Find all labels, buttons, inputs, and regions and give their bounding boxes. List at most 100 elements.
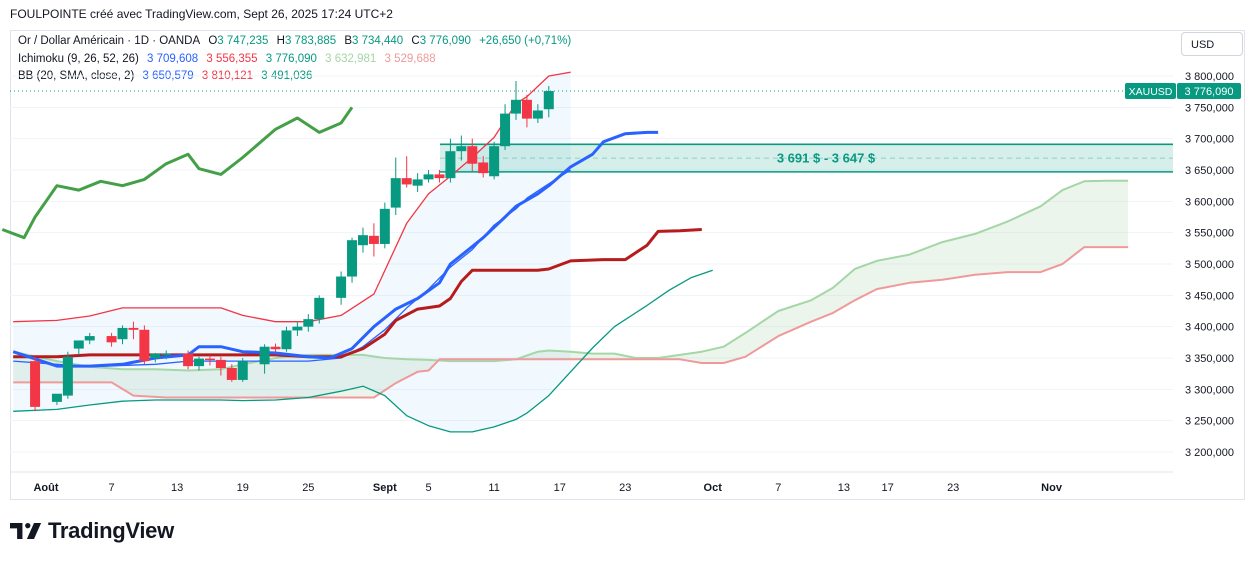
candle-body — [139, 329, 150, 362]
ichimoku-tenkan-value: 3 709,608 — [147, 53, 199, 65]
x-tick-label: 7 — [775, 482, 781, 494]
ichimoku-spana-value: 3 632,981 — [325, 53, 377, 65]
candle-body — [347, 240, 358, 277]
candle-body — [259, 346, 270, 365]
candle-body — [150, 353, 161, 358]
candle — [532, 104, 543, 123]
candle — [270, 343, 281, 353]
last-price-tag — [1177, 82, 1241, 99]
candle-body — [412, 179, 423, 186]
candle-body — [379, 208, 390, 244]
candle — [139, 325, 150, 365]
candle-body — [336, 276, 347, 298]
candle-body — [489, 146, 500, 177]
candle — [106, 332, 117, 347]
candle-body — [128, 327, 139, 330]
legend-low: B3 734,440 — [344, 35, 403, 47]
candle — [336, 271, 347, 305]
candle-body — [106, 336, 117, 343]
symbol-tag-label: XAUUSD — [1129, 86, 1173, 98]
candle-body — [314, 297, 325, 320]
candle — [445, 138, 456, 183]
candle — [368, 223, 379, 257]
ichimoku-label[interactable]: Ichimoku (9, 26, 52, 26) — [18, 53, 139, 65]
legend-low-value: 3 734,440 — [352, 35, 404, 47]
bollinger-upper — [13, 71, 571, 323]
candle-body — [303, 319, 314, 327]
x-tick-label: 13 — [171, 482, 183, 494]
x-tick-label: 17 — [554, 482, 566, 494]
candle-body — [204, 358, 215, 361]
ichimoku-kijun-value: 3 556,355 — [206, 53, 258, 65]
candle-body — [292, 326, 303, 331]
candle-body — [368, 235, 379, 244]
ichimoku-chikou-value: 3 776,090 — [265, 53, 317, 65]
bollinger-fill — [13, 72, 571, 432]
legend-high: H3 783,885 — [277, 35, 336, 47]
candle — [292, 322, 303, 337]
candle-body — [237, 361, 248, 380]
x-tick-label: 7 — [109, 482, 115, 494]
legend-high-label: H — [276, 35, 285, 47]
candle — [150, 352, 161, 363]
x-tick-label: 23 — [619, 482, 631, 494]
candle-body — [532, 110, 543, 119]
candle — [62, 351, 73, 399]
y-tick-label: 3 700,000 — [1185, 134, 1234, 146]
candle-body — [390, 178, 401, 208]
candle — [434, 170, 445, 183]
support-zone-label: 3 691 $ - 3 647 $ — [777, 151, 876, 166]
candle-body — [73, 340, 84, 349]
legend-ichimoku: Ichimoku (9, 26, 52, 26) 3 709,608 3 556… — [18, 53, 441, 65]
candle — [161, 350, 172, 360]
y-tick-label: 3 200,000 — [1185, 447, 1234, 459]
candle — [357, 227, 368, 253]
ichimoku-tenkan — [12, 130, 659, 368]
candle — [73, 340, 84, 355]
y-tick-label: 3 550,000 — [1185, 228, 1234, 240]
candle-body — [194, 358, 205, 367]
x-tick-label: 25 — [302, 482, 314, 494]
candle — [215, 356, 226, 376]
candle-body — [226, 368, 237, 380]
x-tick-label: 23 — [947, 482, 959, 494]
legend-main: Or / Dollar Américain · 1D · OANDA O3 74… — [18, 35, 576, 47]
candle — [379, 202, 390, 249]
x-tick-label: Nov — [1041, 482, 1063, 494]
candle — [510, 81, 521, 120]
candle-body — [270, 346, 281, 350]
legend-open-label: O — [208, 35, 218, 47]
y-tick-label: 3 500,000 — [1185, 259, 1234, 271]
candle — [128, 321, 139, 340]
candle — [30, 356, 41, 412]
y-tick-label: 3 750,000 — [1185, 102, 1234, 114]
bollinger-lower — [13, 269, 713, 433]
currency-selector[interactable]: USD — [1181, 32, 1243, 56]
candle-body — [423, 174, 434, 180]
candle-body — [510, 99, 521, 114]
ichimoku-spanb-value: 3 529,688 — [384, 53, 436, 65]
tradingview-logo-icon — [10, 523, 42, 539]
candle — [456, 135, 467, 161]
candle-body — [521, 99, 532, 119]
candle-body — [30, 361, 41, 407]
legend-high-value: 3 783,885 — [284, 35, 337, 47]
y-tick-label: 3 300,000 — [1185, 384, 1234, 396]
chart-frame — [10, 30, 1245, 500]
candle — [467, 138, 478, 172]
candle — [226, 364, 237, 382]
tradingview-logo[interactable]: TradingView — [10, 518, 174, 544]
legend-close-value: 3 776,090 — [419, 35, 471, 47]
legend-symbol[interactable]: Or / Dollar Américain · 1D · OANDA — [18, 35, 201, 47]
candle — [117, 325, 128, 345]
legend-open: O3 747,235 — [208, 35, 268, 47]
candle — [281, 326, 292, 352]
candle — [390, 157, 401, 216]
y-tick-label: 3 600,000 — [1185, 196, 1234, 208]
ichimoku-span-b — [13, 246, 1129, 399]
candle-body — [161, 353, 172, 356]
candle — [423, 170, 434, 183]
candle — [237, 358, 248, 382]
candle-body — [215, 359, 226, 369]
